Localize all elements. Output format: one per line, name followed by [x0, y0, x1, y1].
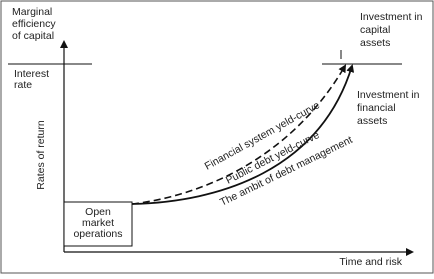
text-line: of capital	[12, 30, 54, 42]
operations-box	[63, 201, 133, 247]
capital-label: Investment in capital assets	[360, 11, 423, 49]
text-line: Investment in	[357, 89, 420, 101]
text-line: Interest	[14, 68, 49, 80]
financial-curve	[131, 64, 347, 205]
text-line: market	[82, 217, 114, 229]
x-axis-label: Time and risk	[339, 256, 402, 268]
text-line: capital	[360, 24, 390, 36]
financial-label: Investment in financial assets	[357, 89, 420, 127]
y-axis-label: Rates of return	[35, 120, 47, 190]
text-line: Marginal	[12, 6, 52, 18]
text-line: assets	[357, 115, 387, 127]
y-top-label: Marginal efficiency of capital	[12, 6, 56, 42]
public-debt-curve	[131, 64, 355, 205]
text-line: Investment in	[360, 11, 423, 23]
text-line: efficiency	[12, 18, 56, 30]
text-line: rate	[14, 79, 32, 91]
text-line: assets	[360, 37, 390, 49]
text-line: financial	[357, 102, 396, 114]
text-line: Open	[85, 206, 111, 218]
text-line: operations	[73, 228, 122, 240]
interest-label: Interest rate	[14, 68, 49, 91]
box-label: Open market operations	[73, 206, 122, 240]
